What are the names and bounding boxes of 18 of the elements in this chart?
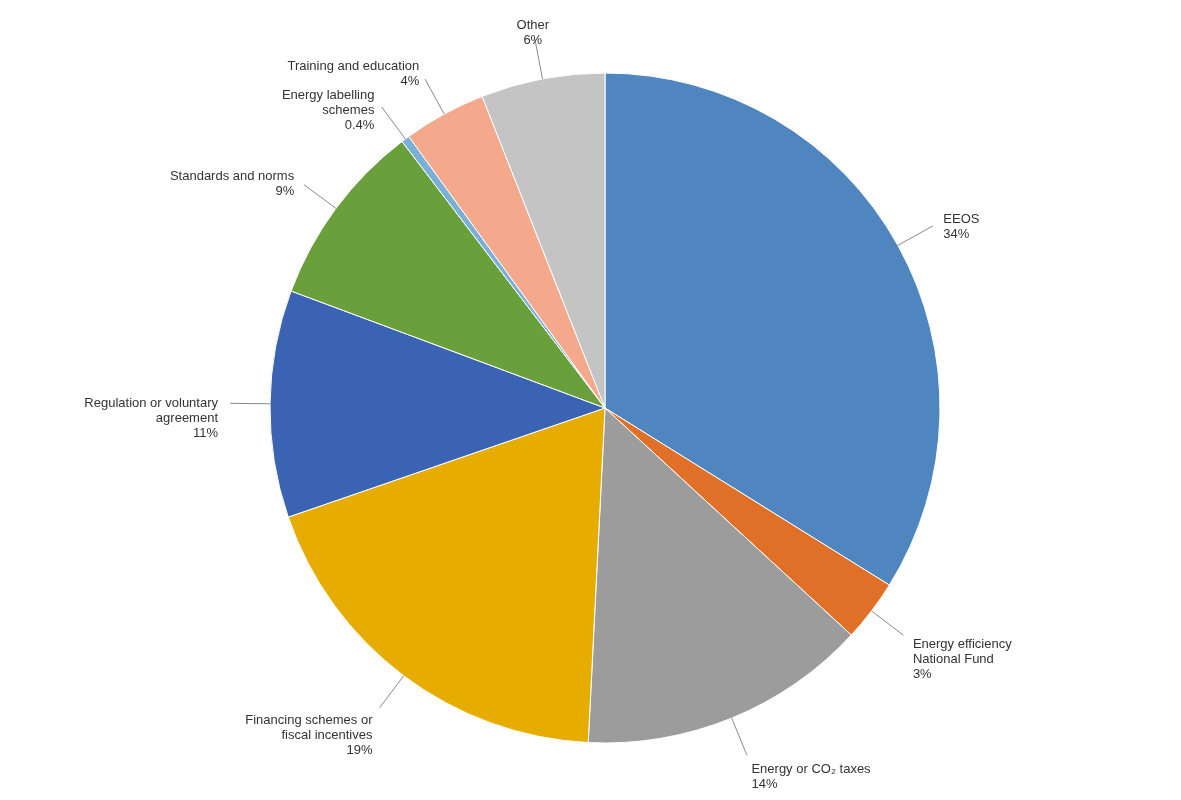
data-label: 4% — [400, 72, 420, 88]
slice-label: Other — [516, 16, 550, 32]
slice-label: Energy labelling schemes — [281, 86, 375, 117]
data-label: 6% — [523, 31, 543, 47]
slice-label: Energy efficiency National Fund — [912, 636, 1013, 667]
data-label: 9% — [275, 182, 295, 198]
data-label: 19% — [346, 741, 373, 757]
slice-label: Regulation or voluntary agreement — [84, 395, 219, 426]
slice-label: EEOS — [943, 210, 980, 226]
slice-label: Standards and norms — [169, 167, 295, 183]
slice-label: Training and education — [287, 57, 420, 73]
data-label: 34% — [943, 225, 970, 241]
data-label: 11% — [192, 425, 219, 441]
data-label: 0.4% — [344, 116, 375, 132]
data-label: 14% — [751, 776, 778, 792]
data-label: 3% — [912, 666, 933, 682]
slice-label: Financing schemes or fiscal incentives — [245, 711, 374, 742]
slice-label: Energy or CO₂ taxes — [751, 761, 872, 777]
